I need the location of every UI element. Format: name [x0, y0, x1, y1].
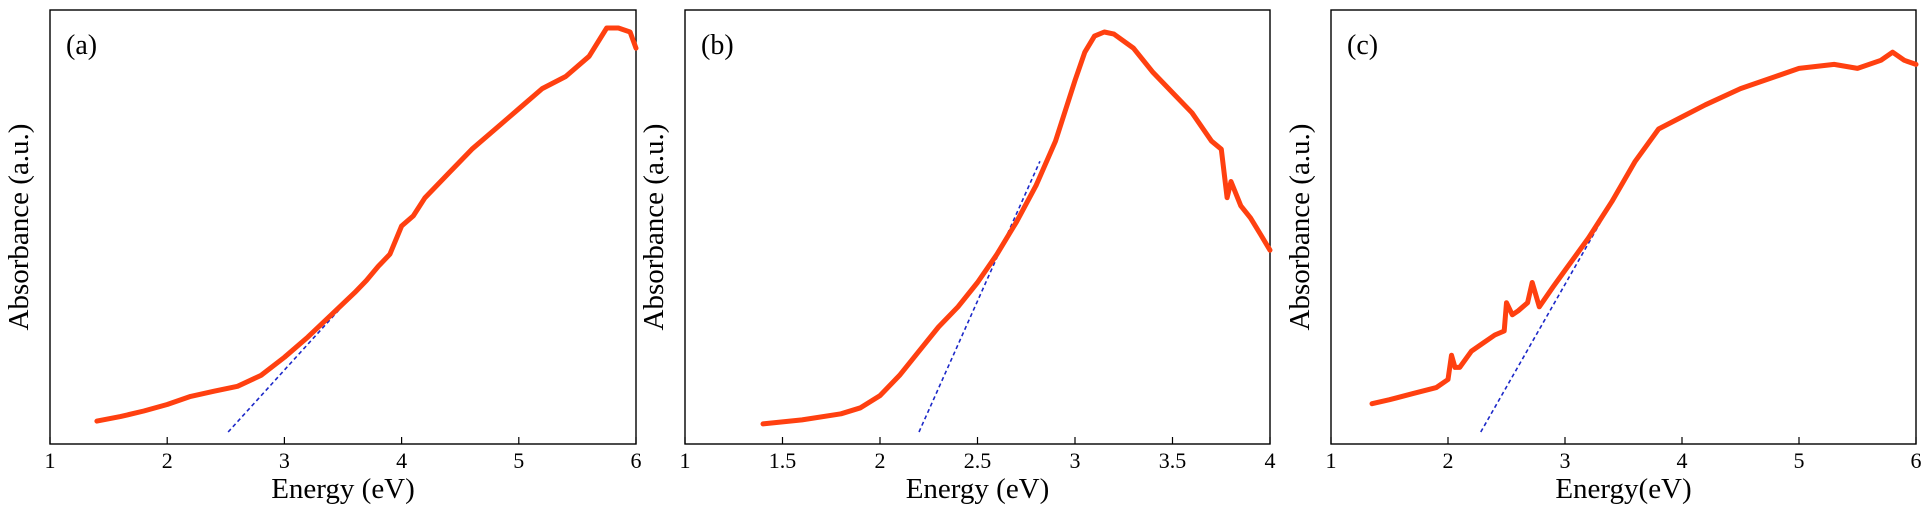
y-axis-title: Absorbance (a.u.)	[3, 124, 35, 331]
x-axis-title: Energy(eV)	[1555, 473, 1691, 505]
x-axis-title: Energy (eV)	[271, 473, 415, 505]
x-tick-label: 6	[631, 448, 642, 473]
x-tick-label: 6	[1911, 448, 1922, 473]
panel-c: 1 2 3 4 5 6 (c) Energy(eV) Absorbance (a.u.)	[1284, 9, 1922, 505]
x-tick-label: 1.5	[769, 448, 797, 473]
x-tick-label: 4	[1265, 448, 1276, 473]
plot-frame	[684, 9, 1271, 445]
tangent-line	[918, 160, 1041, 433]
plot-frame	[49, 9, 637, 445]
x-tick-label: 3	[1070, 448, 1081, 473]
panel-label: (c)	[1347, 30, 1378, 61]
x-tick-label: 2	[1443, 448, 1454, 473]
plot-frame	[1330, 9, 1917, 445]
x-tick-label: 3.5	[1159, 448, 1187, 473]
x-tick-label: 3	[1560, 448, 1571, 473]
x-tick-label: 1	[45, 448, 56, 473]
y-axis-title: Absorbance (a.u.)	[638, 124, 670, 331]
x-axis-title: Energy (eV)	[906, 473, 1050, 505]
x-tick-label: 2	[875, 448, 886, 473]
absorbance-curve	[1369, 49, 1919, 407]
panel-label: (b)	[701, 30, 734, 61]
tangent-line	[227, 259, 385, 433]
panel-a: 1 2 3 4 5 6 (a) Energy (eV) Absorbance (a.u.)	[3, 9, 642, 505]
x-tick-label: 3	[279, 448, 290, 473]
panel-label: (a)	[66, 30, 97, 61]
panel-b: 1 1.5 2 2.5 3 3.5 4 (b) Energy (eV) Absorbance (a…	[638, 9, 1276, 505]
x-tick-label: 4	[396, 448, 407, 473]
x-tick-label: 4	[1677, 448, 1688, 473]
x-tick-label: 2.5	[964, 448, 992, 473]
x-tick-label: 5	[513, 448, 524, 473]
x-tick-label: 1	[1326, 448, 1337, 473]
x-tick-label: 1	[680, 448, 691, 473]
y-axis-title: Absorbance (a.u.)	[1284, 124, 1316, 331]
tangent-line	[1480, 156, 1639, 433]
absorbance-curve	[94, 25, 639, 424]
x-tick-label: 5	[1794, 448, 1805, 473]
absorbance-curve	[760, 29, 1273, 427]
x-tick-label: 2	[162, 448, 173, 473]
